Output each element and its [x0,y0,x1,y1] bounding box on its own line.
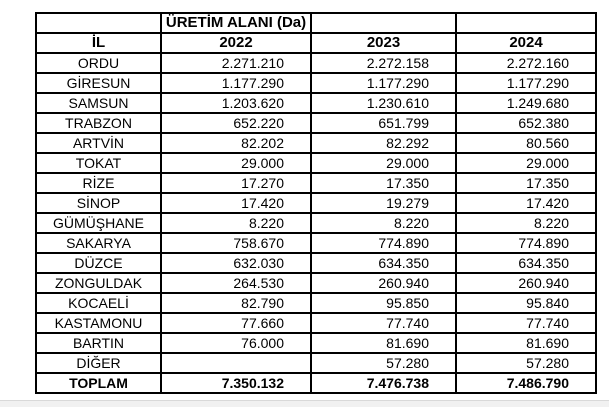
value-cell[interactable]: 634.350 [310,252,457,274]
province-cell[interactable]: ZONGULDAK [35,272,162,294]
column-header-2024[interactable]: 2024 [455,32,597,54]
table-row: GİRESUN 1.177.290 1.177.290 1.177.290 [35,72,597,94]
province-cell[interactable]: BARTIN [35,332,162,354]
value-cell[interactable]: 29.000 [455,152,597,174]
value-cell[interactable]: 77.740 [455,312,597,334]
table-row: KOCAELİ 82.790 95.850 95.840 [35,292,597,314]
blank-corner-cell[interactable] [35,12,162,34]
table-row: TRABZON 652.220 651.799 652.380 [35,112,597,134]
province-cell[interactable]: SAKARYA [35,232,162,254]
table-row: BARTIN 76.000 81.690 81.690 [35,332,597,354]
column-header-row: İL 2022 2023 2024 [35,32,597,54]
value-cell[interactable]: 652.380 [455,112,597,134]
value-cell[interactable]: 774.890 [310,232,457,254]
value-cell[interactable]: 76.000 [160,332,312,354]
value-cell[interactable]: 81.690 [310,332,457,354]
value-cell[interactable]: 260.940 [455,272,597,294]
total-value-cell-2023[interactable]: 7.476.738 [310,372,457,394]
column-header-2023[interactable]: 2023 [310,32,457,54]
table-row: SAMSUN 1.203.620 1.230.610 1.249.680 [35,92,597,114]
value-cell[interactable]: 652.220 [160,112,312,134]
window-footer-strip [0,400,609,407]
value-cell[interactable]: 77.740 [310,312,457,334]
table-row: TOKAT 29.000 29.000 29.000 [35,152,597,174]
value-cell[interactable]: 82.292 [310,132,457,154]
value-cell[interactable]: 80.560 [455,132,597,154]
value-cell[interactable]: 82.202 [160,132,312,154]
value-cell[interactable]: 774.890 [455,232,597,254]
value-cell[interactable]: 1.177.290 [160,72,312,94]
value-cell[interactable]: 651.799 [310,112,457,134]
total-value-cell-2022[interactable]: 7.350.132 [160,372,312,394]
value-cell[interactable]: 77.660 [160,312,312,334]
province-cell[interactable]: RİZE [35,172,162,194]
table-body: ORDU 2.271.210 2.272.158 2.272.160 GİRESUN 1.… [35,52,597,374]
value-cell[interactable]: 17.420 [455,192,597,214]
province-cell[interactable]: ORDU [35,52,162,74]
value-cell[interactable]: 758.670 [160,232,312,254]
table-title-row: ÜRETİM ALANI (Da) [35,12,597,34]
value-cell[interactable] [160,352,312,374]
value-cell[interactable]: 95.840 [455,292,597,314]
value-cell[interactable]: 264.530 [160,272,312,294]
province-cell[interactable]: SİNOP [35,192,162,214]
total-value-cell-2024[interactable]: 7.486.790 [455,372,597,394]
table-row: ORDU 2.271.210 2.272.158 2.272.160 [35,52,597,74]
value-cell[interactable]: 95.850 [310,292,457,314]
value-cell[interactable]: 17.420 [160,192,312,214]
value-cell[interactable]: 19.279 [310,192,457,214]
province-cell[interactable]: TRABZON [35,112,162,134]
value-cell[interactable]: 2.272.158 [310,52,457,74]
province-cell[interactable]: KOCAELİ [35,292,162,314]
column-header-il[interactable]: İL [35,32,162,54]
table-row: SİNOP 17.420 19.279 17.420 [35,192,597,214]
total-label-cell[interactable]: TOPLAM [35,372,162,394]
table-row: DÜZCE 632.030 634.350 634.350 [35,252,597,274]
province-cell[interactable]: GİRESUN [35,72,162,94]
value-cell[interactable]: 29.000 [310,152,457,174]
province-cell[interactable]: TOKAT [35,152,162,174]
value-cell[interactable]: 8.220 [455,212,597,234]
value-cell[interactable]: 1.177.290 [310,72,457,94]
value-cell[interactable]: 17.350 [310,172,457,194]
value-cell[interactable]: 260.940 [310,272,457,294]
table-row: ZONGULDAK 264.530 260.940 260.940 [35,272,597,294]
value-cell[interactable]: 1.177.290 [455,72,597,94]
production-area-table: ÜRETİM ALANI (Da) İL 2022 2023 2024 ORDU… [35,12,597,394]
table-title-cell[interactable]: ÜRETİM ALANI (Da) [160,12,312,34]
province-cell[interactable]: DİĞER [35,352,162,374]
value-cell[interactable]: 1.249.680 [455,92,597,114]
value-cell[interactable]: 17.350 [455,172,597,194]
value-cell[interactable]: 8.220 [160,212,312,234]
value-cell[interactable]: 81.690 [455,332,597,354]
value-cell[interactable]: 1.230.610 [310,92,457,114]
table-row: GÜMÜŞHANE 8.220 8.220 8.220 [35,212,597,234]
blank-header-cell[interactable] [455,12,597,34]
total-row: TOPLAM 7.350.132 7.476.738 7.486.790 [35,372,597,394]
value-cell[interactable]: 29.000 [160,152,312,174]
province-cell[interactable]: ARTVİN [35,132,162,154]
table-row: DİĞER 57.280 57.280 [35,352,597,374]
table-row: KASTAMONU 77.660 77.740 77.740 [35,312,597,334]
value-cell[interactable]: 57.280 [455,352,597,374]
value-cell[interactable]: 2.272.160 [455,52,597,74]
province-cell[interactable]: SAMSUN [35,92,162,114]
value-cell[interactable]: 57.280 [310,352,457,374]
value-cell[interactable]: 1.203.620 [160,92,312,114]
value-cell[interactable]: 8.220 [310,212,457,234]
province-cell[interactable]: DÜZCE [35,252,162,274]
value-cell[interactable]: 17.270 [160,172,312,194]
province-cell[interactable]: GÜMÜŞHANE [35,212,162,234]
blank-header-cell[interactable] [310,12,457,34]
column-header-2022[interactable]: 2022 [160,32,312,54]
value-cell[interactable]: 632.030 [160,252,312,274]
province-cell[interactable]: KASTAMONU [35,312,162,334]
value-cell[interactable]: 82.790 [160,292,312,314]
table-row: SAKARYA 758.670 774.890 774.890 [35,232,597,254]
value-cell[interactable]: 2.271.210 [160,52,312,74]
table-row: ARTVİN 82.202 82.292 80.560 [35,132,597,154]
table-row: RİZE 17.270 17.350 17.350 [35,172,597,194]
value-cell[interactable]: 634.350 [455,252,597,274]
